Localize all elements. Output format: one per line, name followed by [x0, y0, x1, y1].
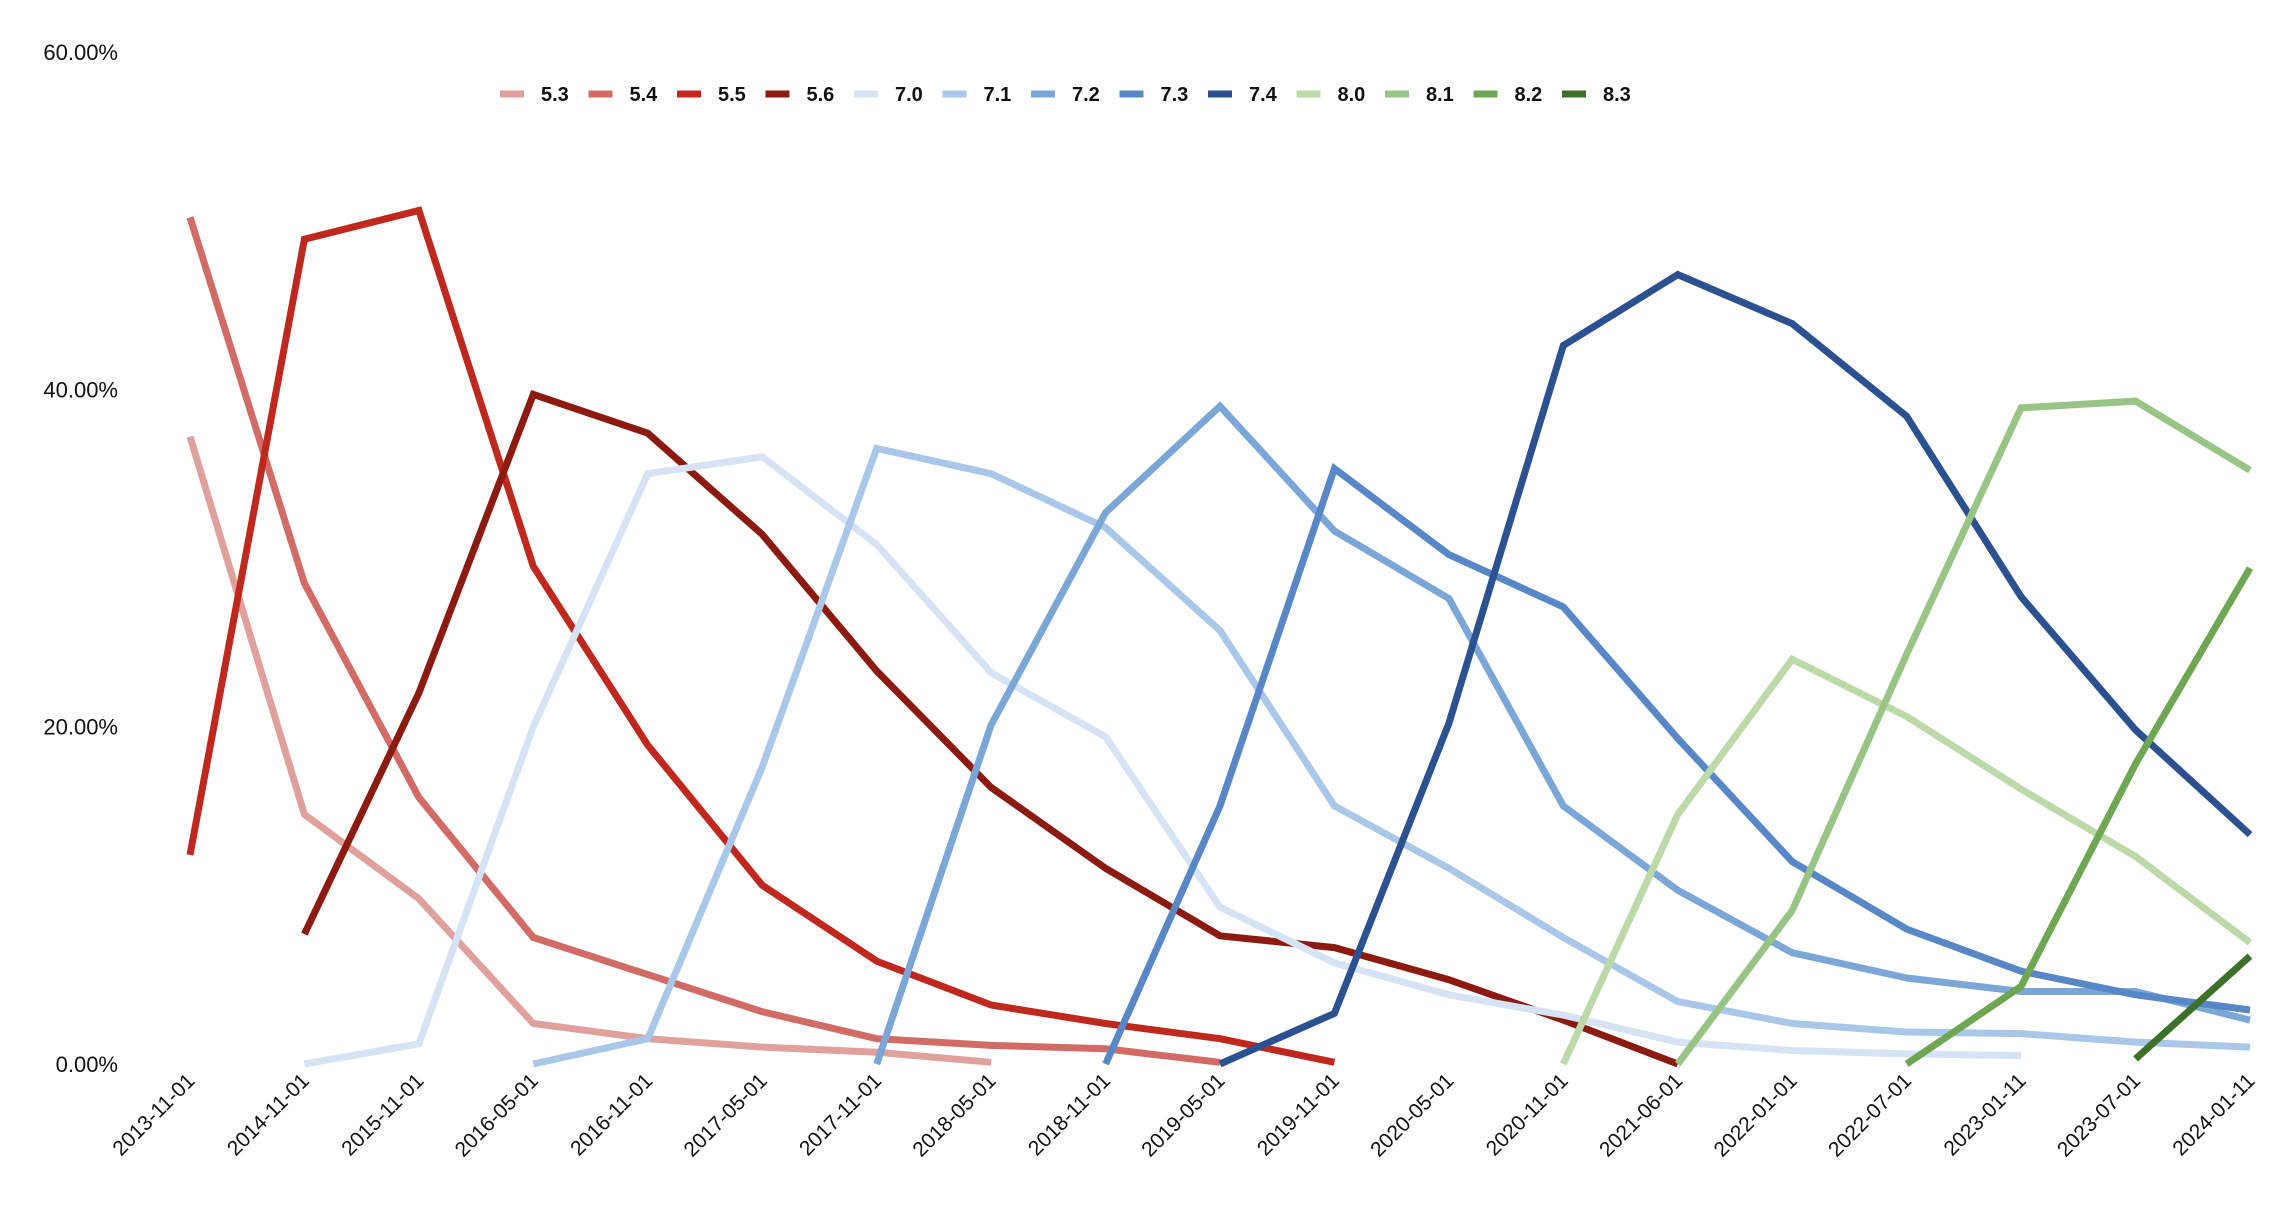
x-tick-label: 2021-06-01	[1595, 1069, 1687, 1161]
y-axis: 0.00% 20.00% 40.00% 60.00%	[43, 40, 118, 1077]
legend-label: 8.0	[1338, 84, 1366, 106]
legend-item-8-1: 8.1	[1385, 84, 1454, 106]
y-tick-label: 20.00%	[43, 715, 118, 740]
x-tick-label: 2014-11-01	[223, 1069, 314, 1160]
legend-item-8-2: 8.2	[1473, 84, 1543, 106]
x-tick-label: 2023-01-11	[1940, 1069, 2031, 1160]
legend-item-5-6: 5.6	[765, 84, 835, 106]
y-tick-label: 60.00%	[43, 40, 118, 65]
plot-area	[186, 206, 2254, 1068]
x-tick-label: 2023-07-01	[2053, 1069, 2145, 1161]
legend-label: 7.4	[1249, 84, 1278, 106]
y-tick-label: 0.00%	[56, 1052, 118, 1077]
x-tick-label: 2022-07-01	[1824, 1069, 1916, 1161]
series-line-7-4	[1218, 270, 2253, 1068]
legend-item-5-5: 5.5	[677, 84, 746, 106]
legend-item-7-3: 7.3	[1119, 84, 1189, 106]
x-tick-label: 2013-11-01	[108, 1069, 199, 1160]
legend-label: 7.3	[1161, 84, 1189, 106]
legend-label: 7.0	[895, 84, 923, 106]
legend-label: 8.2	[1515, 84, 1543, 106]
x-tick-label: 2019-11-01	[1253, 1069, 1344, 1160]
x-tick-label: 2015-11-01	[337, 1069, 428, 1160]
series-line-8-3	[2133, 953, 2253, 1062]
legend-item-7-2: 7.2	[1031, 84, 1100, 106]
y-tick-label: 40.00%	[43, 377, 118, 402]
x-tick-label: 2024-01-11	[2168, 1069, 2259, 1160]
legend-item-7-4: 7.4	[1208, 84, 1278, 106]
series-line-5-6	[301, 390, 1680, 1068]
series-line-7-2	[873, 401, 2251, 1066]
x-axis: 2013-11-01 2014-11-01 2015-11-01 2016-05-01…	[108, 1069, 2259, 1161]
x-tick-label: 2022-01-01	[1710, 1069, 1802, 1161]
legend-label: 5.6	[807, 84, 835, 106]
x-tick-label: 2018-11-01	[1024, 1069, 1115, 1160]
series-line-7-0	[303, 453, 2022, 1068]
legend-item-8-3: 8.3	[1562, 84, 1631, 106]
series-line-5-4	[186, 216, 1221, 1066]
x-tick-label: 2018-05-01	[908, 1069, 1000, 1161]
legend-item-7-1: 7.1	[942, 84, 1012, 106]
legend-label: 7.2	[1072, 84, 1100, 106]
legend-label: 5.4	[630, 84, 659, 106]
legend-label: 7.1	[984, 84, 1012, 106]
series-line-8-1	[1674, 397, 2252, 1067]
series-line-7-1	[532, 444, 2251, 1068]
x-tick-label: 2020-05-01	[1366, 1069, 1458, 1161]
legend: 5.3 5.4 5.5 5.6 7.0 7.1 7.2 7.3 7.4 8.0 8.1 8.2 8.3	[500, 84, 1631, 106]
series-line-5-3	[186, 435, 992, 1066]
x-tick-label: 2017-05-01	[680, 1069, 772, 1161]
legend-item-8-0: 8.0	[1296, 84, 1366, 106]
legend-label: 5.5	[718, 84, 746, 106]
x-tick-label: 2019-05-01	[1137, 1069, 1229, 1161]
series-line-8-2	[1904, 566, 2254, 1067]
x-tick-label: 2020-11-01	[1482, 1069, 1573, 1160]
legend-item-5-3: 5.3	[500, 84, 569, 106]
legend-item-5-4: 5.4	[588, 84, 659, 106]
legend-label: 5.3	[541, 84, 569, 106]
x-tick-label: 2016-05-01	[451, 1069, 543, 1161]
series-line-8-0	[1560, 654, 2253, 1066]
series-line-5-5	[186, 206, 1336, 1066]
legend-label: 8.3	[1603, 84, 1631, 106]
legend-item-7-0: 7.0	[854, 84, 923, 106]
series-line-7-3	[1102, 462, 2251, 1066]
x-tick-label: 2017-11-01	[795, 1069, 886, 1160]
x-tick-label: 2016-11-01	[566, 1069, 657, 1160]
legend-label: 8.1	[1426, 84, 1454, 106]
